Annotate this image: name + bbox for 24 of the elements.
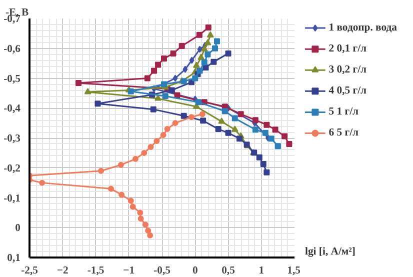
x-tick-label: 1,5 [287, 266, 301, 276]
x-tick-label: 1 [258, 266, 264, 276]
x-tick-label: −2 [56, 266, 68, 276]
y-tick-label: -0,2 [4, 163, 21, 174]
legend-label: 5 1 г/л [328, 106, 359, 118]
legend-label: 3 0,2 г/л [328, 64, 367, 76]
x-tick-label: −1 [123, 266, 135, 276]
y-tick-label: -0,4 [4, 104, 22, 115]
legend-label: 2 0,1 г/л [328, 44, 367, 55]
y-tick-label: -0,1 [4, 193, 21, 204]
legend-label: 1 водопр. вода [328, 22, 398, 34]
legend-label: 6 5 г/л [328, 128, 359, 139]
x-tick-label: -2,5 [21, 266, 38, 276]
y-tick-label: -0,6 [4, 44, 22, 55]
x-tick-label: -0,5 [154, 266, 170, 276]
x-tick-label: 0,5 [222, 266, 235, 276]
y-tick-label: -0,5 [4, 74, 21, 85]
y-tick-label: -0,3 [4, 134, 21, 144]
x-tick-label: 0 [192, 266, 198, 276]
y-tick-label: 0 [15, 223, 20, 234]
x-axis-title: lgi [i, А/м²] [305, 246, 356, 258]
legend-label: 4 0,5 г/л [328, 86, 367, 97]
x-tick-label: -1,5 [87, 266, 104, 276]
y-tick-label: 0,1 [7, 253, 21, 264]
